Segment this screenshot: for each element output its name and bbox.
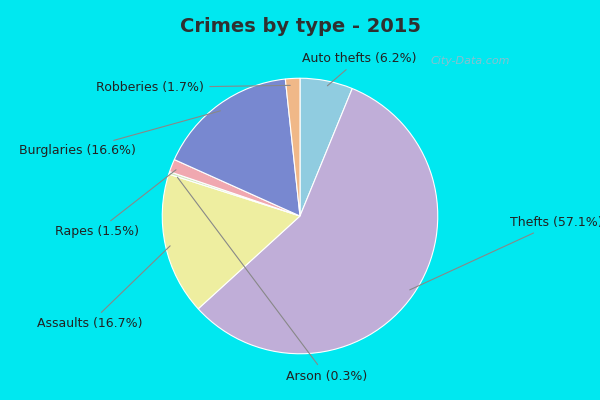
Wedge shape: [198, 88, 438, 354]
Wedge shape: [162, 174, 300, 309]
Text: Arson (0.3%): Arson (0.3%): [178, 177, 367, 382]
Text: Crimes by type - 2015: Crimes by type - 2015: [179, 16, 421, 36]
Text: Auto thefts (6.2%): Auto thefts (6.2%): [302, 52, 416, 86]
Text: Burglaries (16.6%): Burglaries (16.6%): [19, 111, 220, 157]
Text: Robberies (1.7%): Robberies (1.7%): [97, 81, 290, 94]
Text: Assaults (16.7%): Assaults (16.7%): [37, 246, 170, 330]
Text: Thefts (57.1%): Thefts (57.1%): [410, 216, 600, 290]
Text: City-Data.com: City-Data.com: [430, 56, 510, 66]
Wedge shape: [170, 160, 300, 216]
Wedge shape: [175, 79, 300, 216]
Wedge shape: [286, 78, 300, 216]
Wedge shape: [169, 172, 300, 216]
Wedge shape: [300, 78, 352, 216]
Text: Rapes (1.5%): Rapes (1.5%): [55, 170, 176, 238]
